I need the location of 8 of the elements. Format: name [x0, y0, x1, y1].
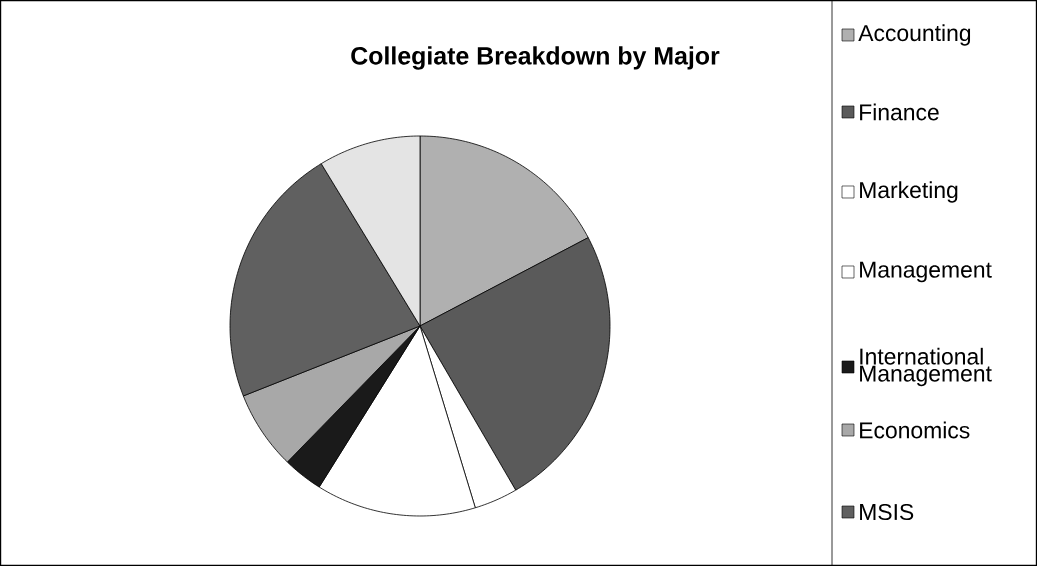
legend-label: Marketing	[860, 181, 958, 203]
legend-label: Economics	[860, 421, 970, 439]
legend-label: Accounting	[858, 24, 971, 46]
legend-label: Finance	[860, 103, 939, 121]
legend-label: International Management	[860, 347, 992, 387]
legend-label: MSIS	[860, 503, 914, 521]
text: Collegiate Breakdown by Major	[351, 46, 720, 70]
legend-label: Management	[860, 261, 992, 283]
